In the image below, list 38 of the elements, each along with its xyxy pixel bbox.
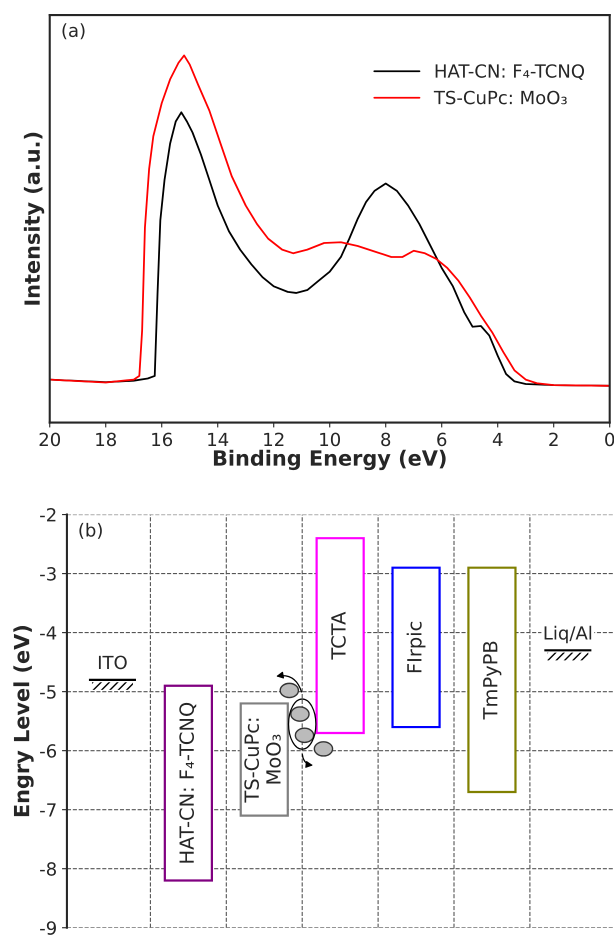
x-tick-label: 0 — [605, 432, 614, 446]
legend-label: HAT-CN: F₄-TCNQ — [436, 64, 584, 80]
x-tick-label: 2 — [549, 432, 558, 446]
x-tick-label: 12 — [264, 432, 284, 446]
y-tick-label: -8 — [40, 862, 56, 876]
bar — [391, 566, 441, 728]
x-tick-label: 6 — [437, 432, 446, 446]
bar — [467, 566, 517, 794]
x-tick-label: 20 — [40, 432, 60, 446]
y-tick-label: -5 — [40, 685, 56, 699]
annotation: TmPyPB — [483, 642, 502, 720]
text: (a) — [62, 23, 85, 40]
annotation: (b) — [79, 522, 102, 539]
y-tick-label: -7 — [40, 803, 56, 817]
bar — [240, 702, 289, 817]
y-axis-title: Intensity (a.u.) — [24, 132, 44, 305]
annotation: ITO — [98, 656, 127, 670]
annotation: FIrpic — [406, 622, 426, 672]
x-tick-label: 8 — [381, 432, 390, 446]
bar — [316, 537, 365, 734]
annotation: HAT-CN: F₄-TCNQ — [179, 702, 196, 863]
x-tick-label: 10 — [320, 432, 340, 446]
y-axis-title: Engry Level (eV) — [13, 626, 34, 816]
x-tick-label: 18 — [96, 432, 116, 446]
bar — [164, 684, 213, 882]
y-tick-label: -9 — [40, 921, 56, 935]
y-tick-label: -4 — [40, 626, 56, 640]
x-axis-title: Binding Energy (eV) — [214, 450, 446, 470]
y-tick-label: -3 — [40, 567, 56, 581]
annotation: TS-CuPc: MoO₃ — [244, 718, 281, 803]
x-tick-label: 14 — [208, 432, 228, 446]
y-tick-label: -6 — [40, 744, 56, 758]
y-tick-label: -2 — [40, 508, 56, 522]
x-tick-label: 4 — [492, 432, 502, 446]
annotation: TCTA — [331, 612, 346, 660]
legend-label: TS-CuPc: MoO₃ — [434, 90, 567, 104]
x-tick-label: 16 — [152, 432, 172, 446]
annotation: Liq/Al — [544, 626, 592, 644]
